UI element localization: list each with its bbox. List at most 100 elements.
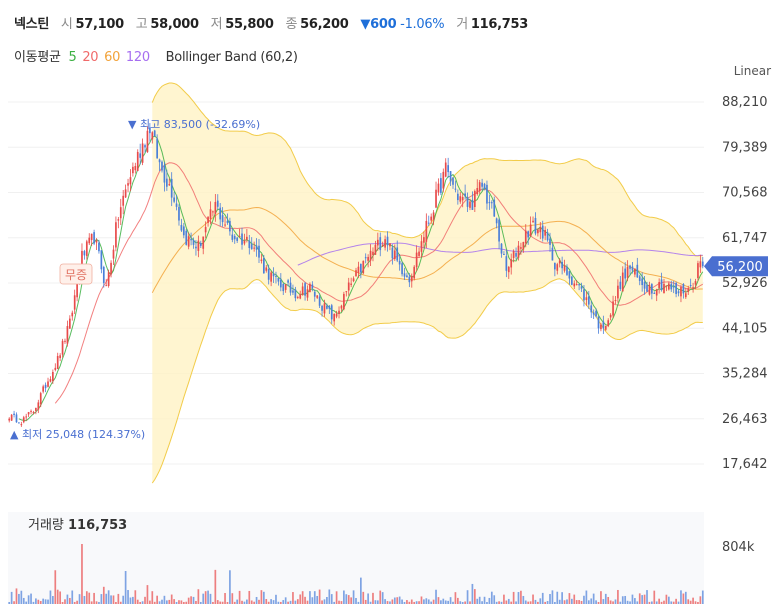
candle-body [250,244,253,250]
volume-bar [279,601,282,604]
candle [638,274,641,286]
candle-body [624,268,627,279]
candle [527,230,530,245]
candle [192,237,195,249]
candle [539,222,542,240]
candle-body [236,237,239,241]
candle-body [481,182,483,187]
scale-mode-toggle[interactable]: Linear [733,64,771,78]
candle-body [452,177,454,185]
candle-body [270,272,272,282]
volume-bar [54,570,57,604]
volume-bar [541,592,544,604]
candle-body [638,276,641,281]
volume-bar [473,589,476,604]
candle-body [47,381,49,387]
candle [105,278,108,287]
candle [88,233,91,246]
volume-bar [687,599,690,604]
candle [374,240,377,255]
candle [515,247,517,260]
candle [292,284,294,296]
candle-body [471,199,474,210]
bollinger-label[interactable]: Bollinger Band (60,2) [165,50,298,65]
volume-bar [614,599,617,604]
candle [253,241,255,252]
volume-bar [697,601,699,604]
volume-bar [357,601,360,604]
ma-period-5[interactable]: 5 [68,50,77,65]
candle-body [600,324,602,330]
candle [68,315,71,329]
volume-bar [35,598,37,604]
volume-bar [660,601,663,604]
candle [316,294,319,300]
candle [212,210,214,217]
candle-body [432,212,435,220]
volume-title-value: 116,753 [68,518,127,533]
candle-body [110,262,112,275]
volume-bar [132,596,134,604]
ma-period-120[interactable]: 120 [125,50,150,65]
volume-bar [507,598,510,604]
ma-period-20[interactable]: 20 [82,50,99,65]
candle-body [265,267,268,271]
candle-body [71,312,74,317]
candle [694,278,697,290]
volume-bar [212,601,214,604]
candle [376,232,379,251]
candle-body [558,260,561,264]
volume-bar [309,591,311,604]
candle [369,244,372,267]
candle-body [37,402,40,410]
candle [195,240,197,256]
candle [357,261,360,279]
y-tick-label: 88,210 [722,95,768,110]
candle-body [430,216,433,221]
stock-name[interactable]: 넥스틴 [14,17,49,32]
volume-bar [653,590,656,604]
candle-body [520,247,522,249]
volume-bar [39,601,42,604]
volume-bar [241,600,243,604]
volume-bar [534,599,537,604]
candle [587,291,590,310]
ma-period-60[interactable]: 60 [104,50,121,65]
candle [461,193,464,208]
candle [505,250,508,278]
candle-body [330,305,333,320]
volume-bar [195,600,197,604]
candle [532,216,534,224]
candle-body [367,256,369,261]
candle-body [680,287,682,297]
volume-bar [347,595,350,604]
volume-bar [25,601,28,604]
candle-body [20,424,23,426]
candle [554,262,556,277]
candle-body [466,196,469,207]
candle [326,303,328,310]
volume-bar [139,601,142,604]
candle-body [95,240,98,243]
volume-bar [83,595,86,604]
ma-label[interactable]: 이동평균 [14,50,61,65]
volume-bar [444,600,447,604]
candle-body [541,225,544,239]
candle-body [76,283,78,298]
candle [665,285,668,292]
candle [682,283,685,299]
candle-body [408,276,411,283]
candle-body [335,313,338,317]
candle-body [420,241,423,252]
candle-body [248,240,251,249]
volume-bar [338,600,340,604]
volume-bar [311,597,314,604]
candle [469,198,471,211]
candle-body [442,171,445,189]
candle-body [464,193,466,197]
volume-bar [73,601,76,604]
candle-body [149,127,151,134]
candle-body [493,199,496,217]
candle [119,198,122,226]
